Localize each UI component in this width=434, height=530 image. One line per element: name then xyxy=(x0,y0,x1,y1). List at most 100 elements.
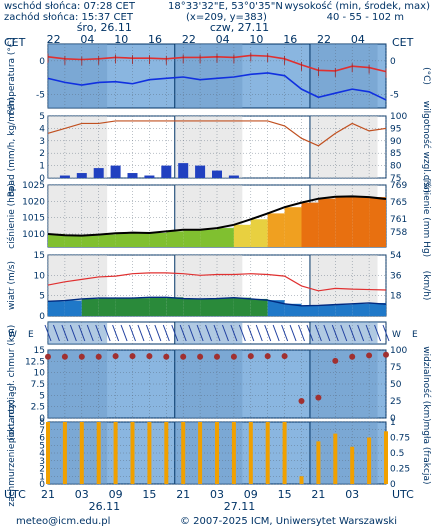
y-tick-label-right: 761 xyxy=(390,215,407,225)
pressure-fill xyxy=(301,202,319,247)
y-tick-label: 3 xyxy=(39,137,45,147)
wind-speed-bar xyxy=(115,298,133,316)
bottom-tz-right: UTC xyxy=(392,488,414,501)
visibility-dot xyxy=(247,353,254,360)
sunset-label: zachód słońca: 15:37 CET xyxy=(4,12,133,23)
cloud-bar xyxy=(384,431,388,484)
precip-bar xyxy=(178,163,189,178)
wind-speed-bar xyxy=(149,297,167,316)
footer-email[interactable]: meteo@icm.edu.pl xyxy=(16,516,111,527)
precip-bar xyxy=(59,175,70,178)
bottom-hour-label: 21 xyxy=(176,488,190,501)
night-shade xyxy=(48,116,108,178)
wind-speed-bar xyxy=(250,298,268,316)
wind-arrow xyxy=(331,324,339,342)
height-values: 40 - 55 - 102 m xyxy=(326,12,404,23)
wind-arrow xyxy=(298,324,305,342)
wind-speed-bar xyxy=(335,304,353,316)
wind-speed-line xyxy=(47,296,387,307)
pressure-fill xyxy=(335,196,353,247)
y-tick-label: 5 xyxy=(39,112,45,122)
y-tick-label-right: 0 xyxy=(390,480,396,490)
y-tick-label-right: 0.5 xyxy=(390,449,404,459)
visibility-dot xyxy=(298,398,305,404)
pressure-fill xyxy=(98,234,116,247)
pressure-fill xyxy=(369,197,386,247)
y-tick-label-right: 18 xyxy=(390,292,402,302)
visibility-dot xyxy=(112,353,119,360)
y-tick-label: 1010 xyxy=(22,230,45,240)
visibility-dot xyxy=(180,353,187,360)
y-tick-label-right: -5 xyxy=(390,91,399,101)
visibility-dot xyxy=(315,394,322,401)
y-tick-label: 15 xyxy=(34,251,45,261)
pressure-fill xyxy=(267,213,285,247)
pressure-fill xyxy=(284,207,302,247)
y-axis-label: zachmurzenie (oktanty) xyxy=(7,399,17,506)
wind-arrow xyxy=(221,324,229,342)
y-tick-label-right: 36 xyxy=(390,271,402,281)
night-shade xyxy=(174,350,243,418)
y-tick-label-right: 25 xyxy=(390,397,401,407)
wind-speed-bar xyxy=(48,301,65,316)
wind-arrow xyxy=(129,324,136,342)
top-hour-label: 16 xyxy=(283,33,297,46)
top-hour-label: 10 xyxy=(249,33,263,46)
y-tick-label: 4 xyxy=(39,124,45,134)
y-tick-label: 7 xyxy=(39,426,45,436)
y-axis-label: opad (mm/h, kg/m²/h) xyxy=(7,97,17,196)
top-day-label: śro, 26.11 xyxy=(77,21,132,34)
y-tick-label: 0 xyxy=(39,57,45,67)
y-tick-label: 3 xyxy=(39,457,45,467)
precip-bar xyxy=(228,175,239,178)
bottom-hour-label: 09 xyxy=(109,488,123,501)
wind-arrow xyxy=(264,324,272,342)
night-shade xyxy=(309,116,378,178)
cloud-bar xyxy=(282,422,287,484)
y-axis-label-right: wilgotność wzgl. (%) xyxy=(421,101,432,193)
y-axis-label: wiatr (m/s) xyxy=(7,261,17,310)
wind-arrow xyxy=(44,324,52,342)
wind-arrow xyxy=(272,324,280,342)
y-axis-label: pion. rozciągł. chmur (km) xyxy=(7,325,17,444)
y-tick-label: 5 xyxy=(39,441,45,451)
bottom-hour-label: 15 xyxy=(278,488,292,501)
cloud-bar xyxy=(367,437,372,484)
wind-arrow xyxy=(357,324,365,342)
y-tick-label: 15 xyxy=(34,346,45,356)
top-tz-left: CET xyxy=(4,36,26,49)
y-tick-label: 7.5 xyxy=(31,380,45,390)
y-tick-label: 1 xyxy=(39,162,45,172)
y-tick-label-right: 85 xyxy=(390,149,401,159)
y-tick-label-right: 758 xyxy=(390,228,407,238)
wind-speed-bar xyxy=(64,300,82,316)
pressure-fill xyxy=(149,232,167,247)
gust-line xyxy=(47,272,387,292)
y-tick-label: 0 xyxy=(39,174,45,184)
wind-speed-bar xyxy=(217,298,234,316)
night-shade xyxy=(174,44,243,108)
wind-arrow xyxy=(78,324,86,342)
top-hour-label: 22 xyxy=(47,33,61,46)
y-tick-label: 5 xyxy=(39,292,45,302)
wind-arrow xyxy=(162,324,170,342)
y-tick-label: 6 xyxy=(39,434,45,444)
cloud-bar xyxy=(333,433,338,484)
bottom-hour-label: 03 xyxy=(210,488,224,501)
night-shade xyxy=(48,350,108,418)
wind-arrow xyxy=(323,324,331,342)
y-tick-label-right: 50 xyxy=(390,380,402,390)
wind-arrow xyxy=(61,324,69,342)
y-tick-label: 10 xyxy=(34,369,46,379)
wind-speed-bar xyxy=(369,302,386,316)
pressure-fill xyxy=(81,235,99,247)
y-tick-label: 8 xyxy=(39,418,45,428)
pressure-fill xyxy=(166,231,184,247)
y-axis-label-right: ciśnienie (mm Hg) xyxy=(421,175,432,257)
top-tz-right: CET xyxy=(392,36,414,49)
cloud-bar xyxy=(350,446,355,484)
cloud-bar xyxy=(96,422,101,484)
y-tick-label: 12.5 xyxy=(25,357,45,367)
y-tick-label: 2 xyxy=(39,149,45,159)
bottom-day-label: 27.11 xyxy=(224,500,256,513)
